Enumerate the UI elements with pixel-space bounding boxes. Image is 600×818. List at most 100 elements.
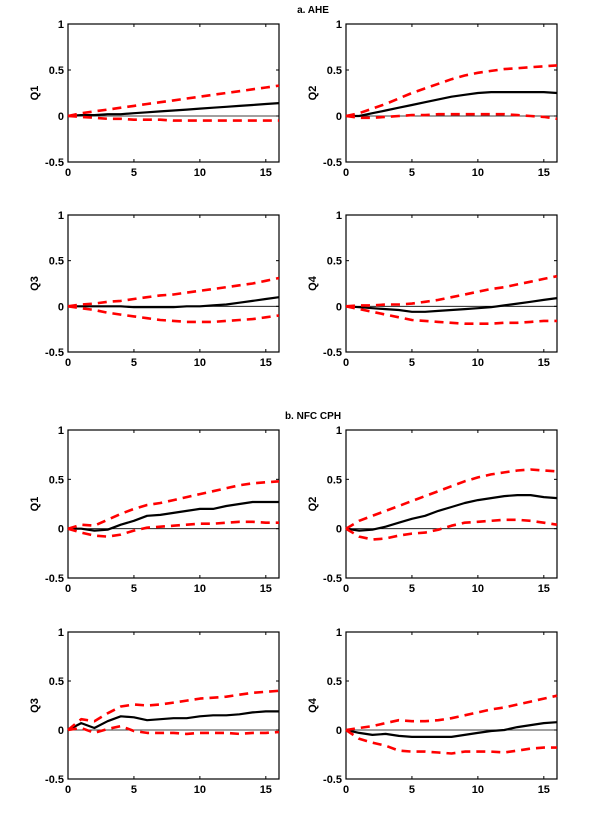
x-tick-label: 5 xyxy=(131,167,137,179)
y-axis-label: Q3 xyxy=(29,276,41,291)
y-tick-label: 0.5 xyxy=(327,676,342,688)
response-line xyxy=(67,710,279,731)
x-tick-label: 0 xyxy=(65,583,71,595)
x-tick-label: 5 xyxy=(409,583,415,595)
x-tick-label: 0 xyxy=(343,784,349,796)
section-title-a: a. AHE xyxy=(297,5,329,16)
x-tick-label: 5 xyxy=(409,357,415,369)
y-tick-label: -0.5 xyxy=(45,157,64,169)
x-tick-label: 10 xyxy=(472,167,484,179)
upper-band-line xyxy=(345,64,558,118)
upper-band-line xyxy=(345,274,558,308)
y-tick-label: 0.5 xyxy=(49,65,64,77)
y-tick-label: 0 xyxy=(336,524,342,536)
y-tick-label: 0 xyxy=(58,301,64,313)
y-axis-label: Q1 xyxy=(29,497,41,512)
x-tick-label: 10 xyxy=(194,357,206,369)
axes-frame xyxy=(67,429,280,579)
y-tick-label: -0.5 xyxy=(323,157,342,169)
y-tick-label: -0.5 xyxy=(323,573,342,585)
x-tick-label: 0 xyxy=(343,357,349,369)
response-line xyxy=(345,721,558,739)
lower-band-line xyxy=(67,724,280,736)
lower-band-line xyxy=(345,728,557,755)
lower-band-line xyxy=(67,305,280,324)
x-tick-label: 0 xyxy=(343,167,349,179)
y-tick-label: 1 xyxy=(336,425,342,437)
section-title-b: b. NFC CPH xyxy=(285,411,341,422)
axes-frame xyxy=(345,429,558,579)
x-tick-label: 5 xyxy=(409,167,415,179)
x-tick-label: 10 xyxy=(194,784,206,796)
y-tick-label: 0 xyxy=(58,725,64,737)
y-tick-label: 1 xyxy=(58,425,64,437)
x-tick-label: 15 xyxy=(260,167,272,179)
axes-frame xyxy=(345,214,558,353)
response-line xyxy=(345,494,558,532)
x-tick-label: 15 xyxy=(538,583,550,595)
x-tick-label: 15 xyxy=(260,784,272,796)
x-tick-label: 0 xyxy=(65,357,71,369)
response-line xyxy=(68,500,279,532)
y-tick-label: 0 xyxy=(58,111,64,123)
y-tick-label: 0.5 xyxy=(49,676,64,688)
axes-frame xyxy=(345,631,558,780)
upper-band-line xyxy=(67,689,280,732)
y-tick-label: 0 xyxy=(336,111,342,123)
x-tick-label: 15 xyxy=(260,583,272,595)
y-tick-label: -0.5 xyxy=(323,774,342,786)
upper-band-line xyxy=(67,276,280,308)
upper-band-line xyxy=(345,694,558,732)
y-tick-label: 1 xyxy=(336,210,342,222)
y-tick-label: 0 xyxy=(336,301,342,313)
x-tick-label: 10 xyxy=(194,167,206,179)
y-tick-label: 0.5 xyxy=(49,256,64,268)
upper-band-line xyxy=(67,84,280,118)
y-tick-label: -0.5 xyxy=(45,774,64,786)
y-axis-label: Q4 xyxy=(307,275,319,291)
response-line xyxy=(345,297,558,313)
y-tick-label: 1 xyxy=(336,627,342,639)
axes-frame xyxy=(67,631,280,780)
x-tick-label: 5 xyxy=(131,583,137,595)
x-tick-label: 0 xyxy=(65,167,71,179)
y-axis-label: Q2 xyxy=(307,86,319,101)
response-line xyxy=(68,296,280,309)
upper-band-line xyxy=(67,480,280,530)
y-tick-label: 0.5 xyxy=(327,65,342,77)
x-tick-label: 10 xyxy=(472,357,484,369)
x-tick-label: 15 xyxy=(538,357,550,369)
lower-band-line xyxy=(67,114,279,122)
y-tick-label: 0 xyxy=(336,725,342,737)
upper-band-line xyxy=(345,468,558,530)
x-tick-label: 15 xyxy=(260,357,272,369)
y-tick-label: -0.5 xyxy=(323,347,342,359)
lower-band-line xyxy=(345,305,557,326)
x-tick-label: 10 xyxy=(472,784,484,796)
y-axis-label: Q4 xyxy=(307,697,319,713)
x-tick-label: 10 xyxy=(194,583,206,595)
x-tick-label: 15 xyxy=(538,784,550,796)
lower-band-line xyxy=(67,520,279,538)
axes-frame xyxy=(67,214,280,353)
y-axis-label: Q1 xyxy=(29,86,41,101)
axes-frame xyxy=(67,23,280,163)
y-tick-label: 1 xyxy=(58,210,64,222)
x-tick-label: 5 xyxy=(131,357,137,369)
response-line xyxy=(67,102,280,118)
x-tick-label: 5 xyxy=(131,784,137,796)
y-axis-label: Q3 xyxy=(29,698,41,713)
y-axis-label: Q2 xyxy=(307,497,319,512)
y-tick-label: 1 xyxy=(58,19,64,31)
y-tick-label: 0.5 xyxy=(49,474,64,486)
y-tick-label: 0 xyxy=(58,524,64,536)
y-tick-label: 1 xyxy=(58,627,64,639)
